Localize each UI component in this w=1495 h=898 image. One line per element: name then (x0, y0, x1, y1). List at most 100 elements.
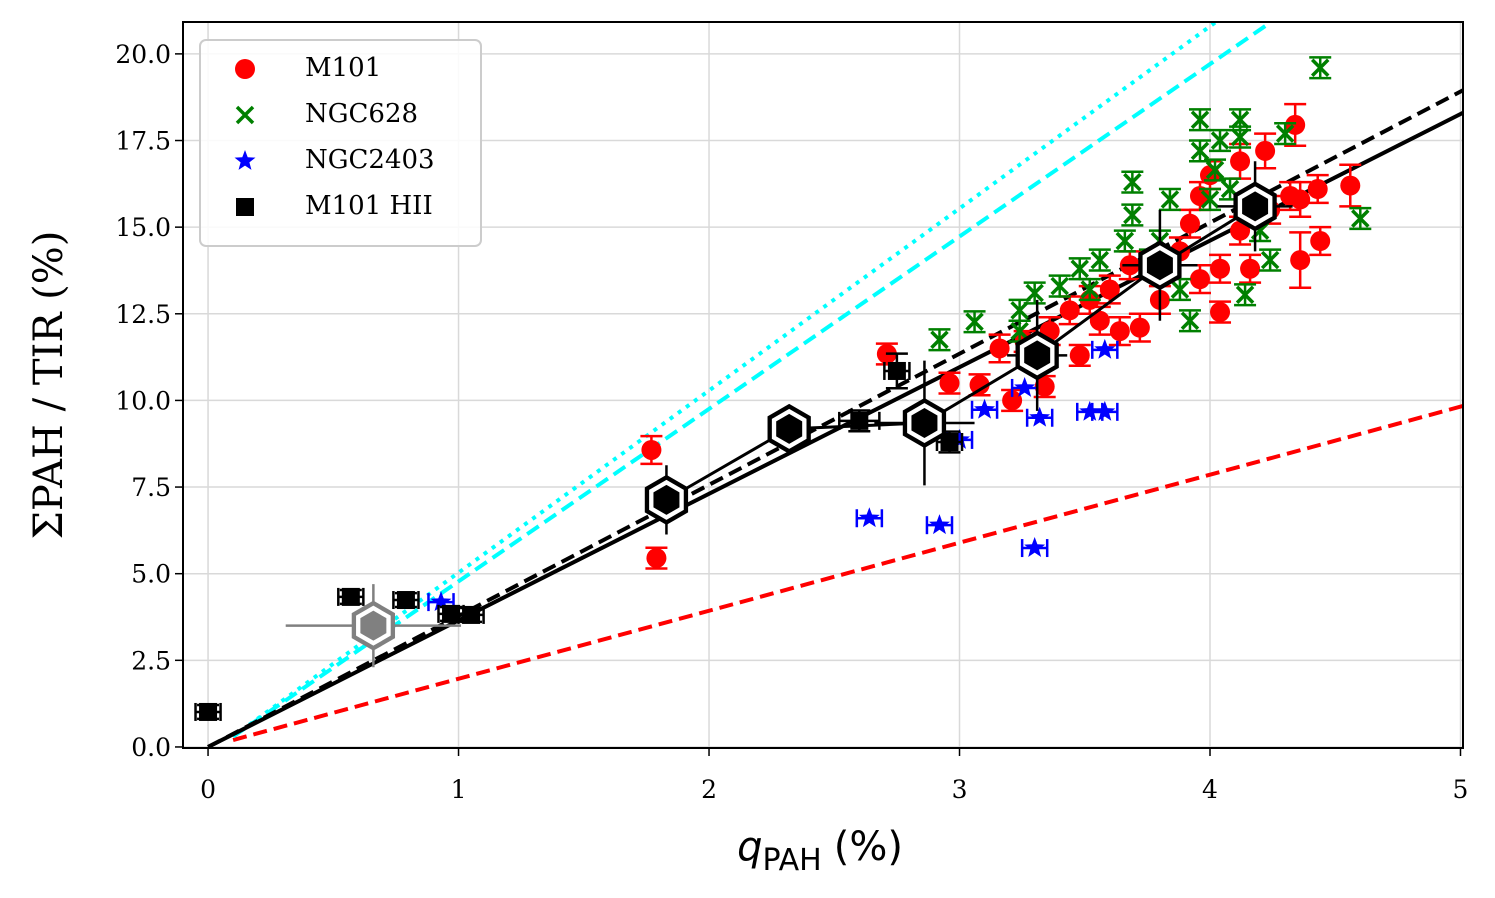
binned-point (1233, 181, 1277, 232)
point (1290, 250, 1311, 271)
point (965, 312, 984, 331)
y-tick-label: 0.0 (131, 733, 171, 762)
legend: M101 NGC628 NGC2403 M101 HII (199, 39, 482, 247)
binned-point (1138, 240, 1182, 291)
point (989, 338, 1010, 359)
x-tick-label: 2 (701, 775, 717, 804)
x-label-rest: (%) (834, 824, 903, 870)
fit-line (231, 22, 1217, 739)
point (1290, 189, 1311, 210)
point (1179, 213, 1200, 234)
point (929, 514, 950, 535)
point (1024, 537, 1046, 557)
point (974, 398, 996, 419)
point (199, 702, 218, 721)
hexagon-inner (911, 407, 938, 438)
y-tick-label: 12.5 (115, 300, 171, 329)
y-tick-label: 20.0 (115, 40, 171, 69)
y-tick-label: 7.5 (131, 473, 171, 502)
binned-point (351, 600, 396, 651)
point (1310, 58, 1330, 77)
point (1230, 127, 1250, 147)
legend-marker (235, 105, 255, 125)
point (1190, 110, 1210, 129)
point (1210, 302, 1231, 323)
point (1115, 231, 1135, 251)
point (341, 587, 360, 606)
fit-line (232, 404, 1463, 742)
point (1010, 301, 1029, 320)
legend-label: NGC2403 (305, 145, 435, 175)
y-tick-label: 15.0 (115, 213, 171, 242)
point (1089, 310, 1110, 331)
point (1059, 300, 1080, 321)
legend-label: NGC628 (305, 99, 418, 129)
point (1205, 160, 1225, 180)
point (1090, 250, 1110, 270)
point (1069, 345, 1090, 366)
point (396, 591, 415, 610)
point (1340, 175, 1361, 196)
point (1230, 110, 1250, 129)
point (1123, 172, 1142, 192)
point (1180, 311, 1200, 330)
x-tick-label: 0 (200, 775, 216, 804)
x-tick-label: 5 (1453, 775, 1469, 804)
point (1094, 338, 1116, 359)
point (1050, 276, 1069, 296)
y-tick-label: 2.5 (131, 646, 171, 675)
point (939, 373, 960, 394)
point (1170, 280, 1190, 299)
point (1080, 280, 1100, 299)
legend-marker (234, 150, 256, 170)
binned-point (644, 474, 689, 525)
point (1200, 190, 1220, 209)
point (1010, 321, 1029, 341)
grid (183, 22, 1463, 748)
point (430, 591, 452, 612)
hexagon-inner (776, 413, 803, 444)
point (1240, 258, 1261, 279)
point (1190, 141, 1210, 161)
binned-point (902, 397, 947, 448)
point (462, 605, 481, 624)
y-tick-label: 17.5 (115, 127, 171, 156)
point (1160, 190, 1180, 209)
point (442, 604, 461, 623)
y-tick-label: 10.0 (115, 386, 171, 415)
point (1129, 317, 1150, 338)
point (1210, 131, 1230, 150)
point (1230, 220, 1251, 241)
legend-marker (236, 198, 254, 216)
point (1002, 390, 1023, 411)
point (1189, 269, 1210, 290)
legend-box (199, 39, 482, 247)
hexagon-inner (1024, 340, 1051, 371)
point (1070, 259, 1089, 278)
hexagon-inner (1146, 250, 1173, 281)
x-tick-label: 3 (952, 775, 968, 804)
y-axis-label: ΣPAH / TIR (%) (26, 231, 72, 540)
point (1029, 406, 1051, 427)
point (1109, 321, 1130, 342)
x-label-base: q (737, 824, 762, 870)
point (1025, 283, 1044, 303)
point (1260, 250, 1280, 270)
point (1094, 400, 1116, 421)
axes-frame (182, 21, 1464, 749)
point (1255, 140, 1276, 161)
binned-point (1015, 330, 1059, 381)
legend-label: M101 HII (305, 191, 433, 221)
point (1230, 151, 1251, 172)
x-tick-label: 1 (451, 775, 467, 804)
hexagon-inner (360, 610, 387, 641)
x-tick-label: 4 (1202, 775, 1218, 804)
point (1307, 179, 1328, 200)
point (858, 507, 880, 528)
point (1189, 185, 1210, 206)
point (1099, 279, 1120, 300)
point (1275, 124, 1295, 143)
point (1210, 258, 1231, 279)
point (1310, 231, 1331, 252)
hexagon-inner (653, 484, 680, 515)
